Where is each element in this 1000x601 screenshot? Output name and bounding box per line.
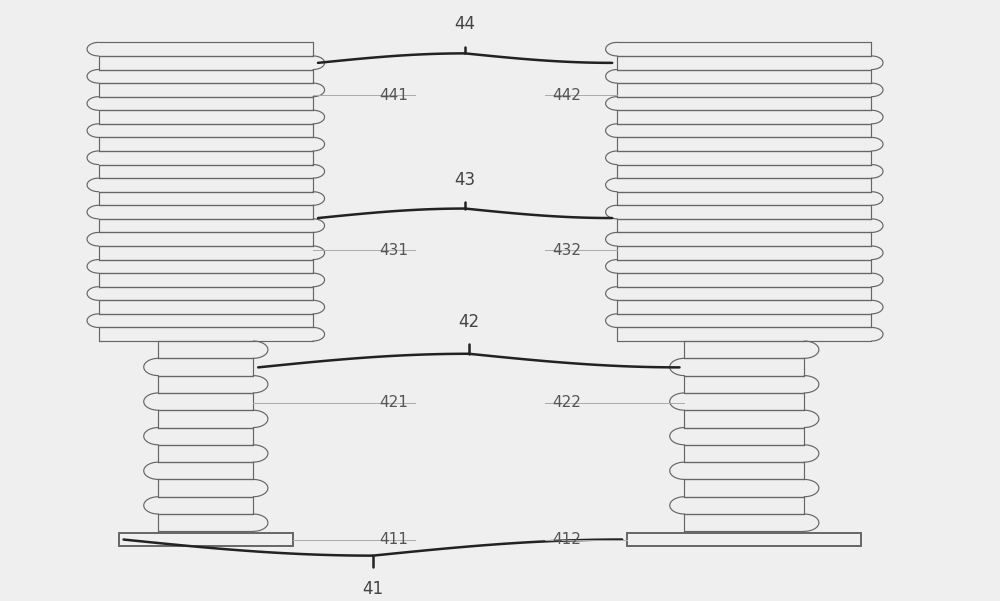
Text: 41: 41 bbox=[362, 580, 383, 598]
Text: 441: 441 bbox=[379, 88, 408, 103]
Text: 422: 422 bbox=[552, 395, 581, 410]
Text: 432: 432 bbox=[552, 243, 581, 258]
Text: 421: 421 bbox=[379, 395, 408, 410]
Text: 431: 431 bbox=[379, 243, 408, 258]
Bar bbox=[119, 533, 293, 546]
Text: 442: 442 bbox=[552, 88, 581, 103]
Text: 42: 42 bbox=[458, 313, 479, 331]
Text: 43: 43 bbox=[455, 171, 476, 189]
Text: 44: 44 bbox=[455, 16, 476, 34]
Text: 412: 412 bbox=[552, 532, 581, 547]
Bar bbox=[627, 533, 861, 546]
Text: 411: 411 bbox=[379, 532, 408, 547]
